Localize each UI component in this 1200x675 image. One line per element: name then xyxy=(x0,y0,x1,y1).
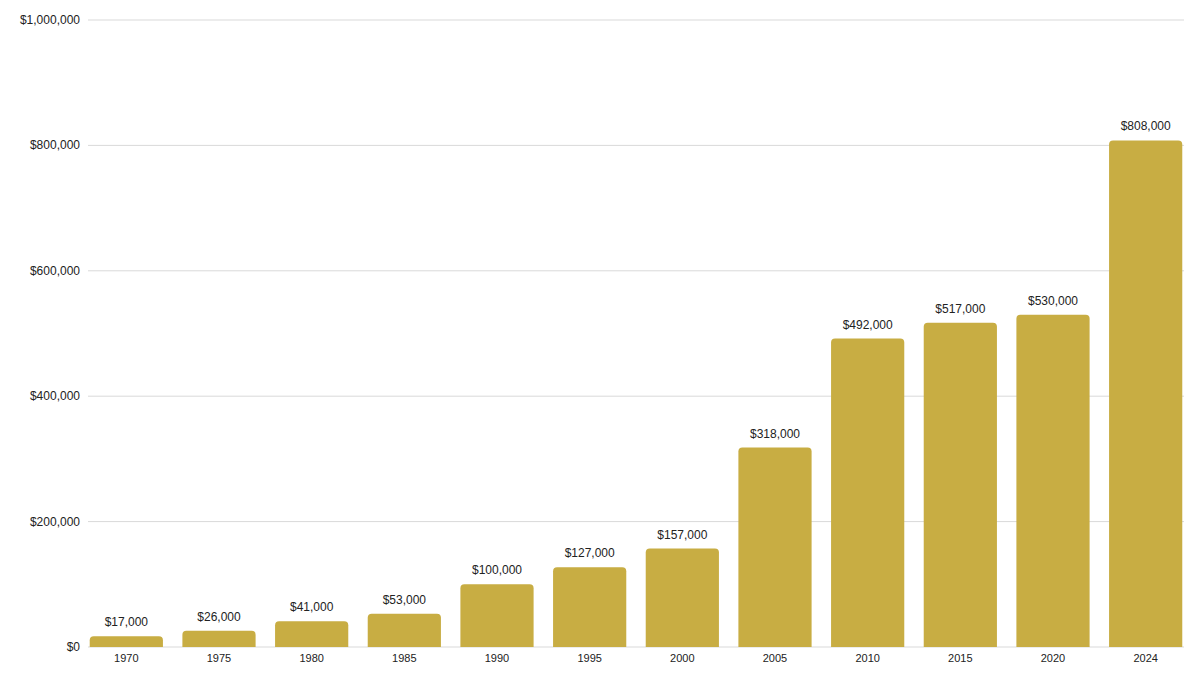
data-label: $17,000 xyxy=(105,615,149,629)
bar xyxy=(646,549,719,647)
bar xyxy=(738,448,811,647)
data-label: $157,000 xyxy=(657,528,707,542)
data-label: $492,000 xyxy=(843,318,893,332)
bar xyxy=(553,567,626,647)
x-tick-label: 1985 xyxy=(392,652,416,664)
x-tick-label: 2005 xyxy=(763,652,787,664)
bar xyxy=(924,323,997,647)
bars xyxy=(90,140,1183,647)
data-label: $26,000 xyxy=(197,610,241,624)
bar xyxy=(368,614,441,647)
grid-line xyxy=(88,20,1184,21)
data-label: $127,000 xyxy=(565,546,615,560)
bar xyxy=(1109,140,1182,647)
x-tick-label: 2000 xyxy=(670,652,694,664)
x-tick-label: 2010 xyxy=(855,652,879,664)
y-tick-label: $0 xyxy=(67,640,81,654)
bar xyxy=(460,584,533,647)
data-label: $41,000 xyxy=(290,600,334,614)
x-tick-label: 1970 xyxy=(114,652,138,664)
y-tick-label: $600,000 xyxy=(30,264,80,278)
x-tick-label: 2015 xyxy=(948,652,972,664)
grid-line xyxy=(88,270,1184,271)
data-label: $530,000 xyxy=(1028,294,1078,308)
x-tick-label: 1975 xyxy=(207,652,231,664)
data-label: $100,000 xyxy=(472,563,522,577)
chart: $0 $200,000 $400,000 $600,000 $800,000 $1,000… xyxy=(0,0,1200,675)
data-label: $53,000 xyxy=(383,593,427,607)
y-tick-label: $1,000,000 xyxy=(20,13,80,27)
bar xyxy=(831,339,904,647)
x-tick-label: 2024 xyxy=(1133,652,1157,664)
bar xyxy=(275,621,348,647)
grid xyxy=(88,20,1184,647)
x-tick-label: 1980 xyxy=(299,652,323,664)
data-label: $808,000 xyxy=(1121,119,1171,133)
y-tick-label: $200,000 xyxy=(30,515,80,529)
x-tick-label: 1995 xyxy=(577,652,601,664)
x-tick-label: 2020 xyxy=(1041,652,1065,664)
bar xyxy=(182,631,255,647)
bar xyxy=(90,636,163,647)
data-label: $318,000 xyxy=(750,427,800,441)
y-tick-label: $400,000 xyxy=(30,389,80,403)
grid-line xyxy=(88,145,1184,146)
bar xyxy=(1016,315,1089,647)
y-tick-label: $800,000 xyxy=(30,138,80,152)
x-tick-label: 1990 xyxy=(485,652,509,664)
data-label: $517,000 xyxy=(935,302,985,316)
